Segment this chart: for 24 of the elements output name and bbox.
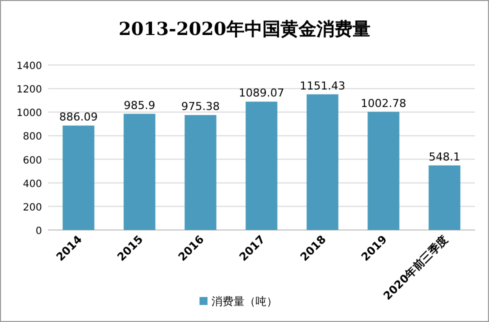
y-tick-label: 200 — [22, 202, 42, 214]
data-label: 1002.78 — [360, 96, 406, 110]
bar — [184, 115, 216, 230]
data-label: 1151.43 — [300, 79, 346, 92]
y-tick-label: 600 — [22, 155, 42, 166]
y-tick-label: 0 — [36, 226, 42, 237]
legend-label: 消费量（吨） — [212, 295, 278, 308]
y-tick-label: 1400 — [16, 61, 42, 72]
data-label: 985.9 — [124, 98, 156, 112]
bar — [306, 94, 338, 230]
y-tick-label: 400 — [22, 178, 42, 190]
data-label: 975.38 — [181, 100, 220, 114]
y-tick-label: 1000 — [16, 108, 42, 120]
y-tick-label: 800 — [22, 132, 42, 143]
chart-title: 2013-2020年中国黄金消费量 — [118, 19, 370, 40]
data-label: 548.1 — [428, 150, 460, 164]
bar — [62, 126, 94, 230]
bar — [246, 102, 278, 230]
bar — [368, 112, 400, 230]
y-tick-label: 1200 — [16, 84, 42, 96]
data-label: 886.09 — [59, 110, 98, 124]
data-label: 1089.07 — [238, 86, 284, 100]
bar — [124, 114, 156, 230]
bar — [428, 165, 460, 230]
